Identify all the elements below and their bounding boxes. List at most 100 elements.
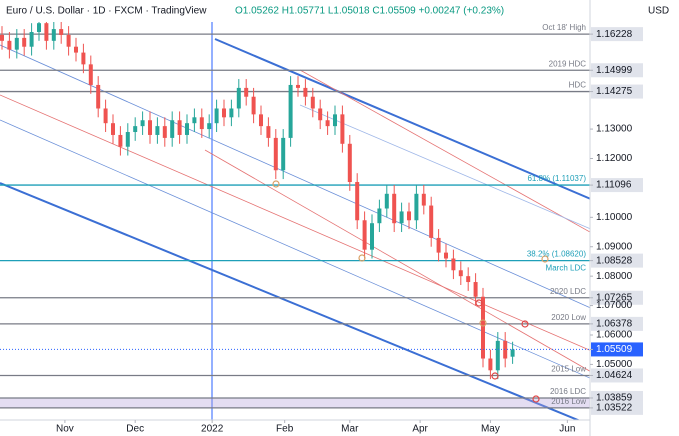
candle-body xyxy=(88,64,93,85)
level-label: 2015 Low xyxy=(551,365,586,374)
candle-body xyxy=(355,182,360,221)
candle-body xyxy=(451,258,456,271)
candle-body xyxy=(44,23,49,41)
candle-body xyxy=(192,117,197,124)
header-bar xyxy=(0,0,679,22)
candle-body xyxy=(488,358,493,371)
candle-body xyxy=(214,108,219,124)
candle-body xyxy=(73,46,78,53)
channel-mid xyxy=(299,69,590,233)
candle-body xyxy=(103,108,108,124)
y-tick-label: 1.09000 xyxy=(596,241,633,252)
level-label: HDC xyxy=(569,81,587,90)
level-tag xyxy=(591,178,643,193)
candle-body xyxy=(133,126,138,133)
y-tick-label: 1.07000 xyxy=(596,300,633,311)
level-label: 2020 Low xyxy=(551,313,586,322)
candle-body xyxy=(310,96,315,109)
x-tick-label: Jun xyxy=(559,424,575,435)
y-tick-label: 1.08528 xyxy=(596,255,633,266)
candle-body xyxy=(221,108,226,118)
candle-body xyxy=(110,123,115,135)
y-tick-label: 1.13000 xyxy=(596,124,633,135)
candle-body xyxy=(81,52,86,65)
level-label: 61.8% (1.11037) xyxy=(527,174,586,183)
candle-body xyxy=(266,126,271,138)
candle-body xyxy=(414,193,419,221)
level-label: Oct 18' High xyxy=(542,23,586,32)
candle-body xyxy=(332,114,337,127)
candle-body xyxy=(288,84,293,138)
channel-mid xyxy=(204,149,590,372)
candle-body xyxy=(140,120,145,127)
y-tick-label: 1.03859 xyxy=(596,393,633,404)
y-tick-label: 1.14999 xyxy=(596,65,633,76)
y-tick-label: 1.05000 xyxy=(596,359,633,370)
candle-body xyxy=(429,205,434,238)
plot-area xyxy=(0,22,590,420)
level-tag xyxy=(591,316,643,331)
candle-body xyxy=(443,252,448,259)
candle-body xyxy=(7,40,12,50)
candle-body xyxy=(96,84,101,109)
level-tag xyxy=(591,400,643,415)
level-label: 2016 Low xyxy=(551,397,586,406)
x-tick-label: Dec xyxy=(126,424,144,435)
y-tick-label: 1.16228 xyxy=(596,29,633,40)
chart-title: Euro / U.S. Dollar · 1D · FXCM · Trading… xyxy=(6,6,207,17)
candle-body xyxy=(466,276,471,283)
candle-body xyxy=(199,117,204,130)
candle-body xyxy=(377,208,382,224)
y-tick-label: 1.03522 xyxy=(596,403,633,414)
y-tick-label: 1.12000 xyxy=(596,153,633,164)
candle-body xyxy=(59,29,64,35)
x-tick-label: Feb xyxy=(276,424,294,435)
candle-body xyxy=(207,123,212,130)
y-tick-label: 1.06000 xyxy=(596,330,633,341)
candle-body xyxy=(340,114,345,144)
candle-body xyxy=(251,96,256,115)
candle-body xyxy=(125,132,130,147)
level-label: 2019 HDC xyxy=(549,59,587,68)
candle-body xyxy=(421,193,426,206)
level-tag xyxy=(591,84,643,99)
y-tick-label: 1.04624 xyxy=(596,370,633,381)
candle-body xyxy=(155,126,160,135)
candle-body xyxy=(258,114,263,127)
candle-body xyxy=(118,134,123,147)
channel-mid xyxy=(0,94,590,351)
channel-mid xyxy=(299,104,590,230)
level-tag xyxy=(591,27,643,42)
y-tick-label: 1.05509 xyxy=(596,344,633,355)
level-label: March LDC xyxy=(546,264,587,273)
currency[interactable]: USD xyxy=(648,6,669,17)
candle-body xyxy=(384,193,389,209)
x-tick-label: Apr xyxy=(412,424,428,435)
candle-body xyxy=(436,237,441,253)
candle-body xyxy=(480,296,485,359)
candle-body xyxy=(369,223,374,250)
candle-body xyxy=(281,137,286,171)
candle-body xyxy=(184,123,189,135)
y-tick-label: 1.08000 xyxy=(596,271,633,282)
candle-body xyxy=(229,108,234,118)
x-tick-label: Nov xyxy=(56,424,74,435)
y-tick-label: 1.14275 xyxy=(596,86,633,97)
candle-body xyxy=(162,126,167,138)
y-tick-label: 1.07265 xyxy=(596,292,633,303)
channel-upper xyxy=(214,38,590,200)
level-tag xyxy=(591,253,643,268)
candle-body xyxy=(170,120,175,138)
candle-body xyxy=(177,120,182,135)
candle-body xyxy=(244,87,249,97)
x-tick-label: Mar xyxy=(341,424,359,435)
candle-body xyxy=(406,211,411,221)
candle-body xyxy=(399,211,404,224)
y-tick-label: 1.10000 xyxy=(596,212,633,223)
candle-body xyxy=(295,84,300,88)
channel-lower xyxy=(0,182,581,420)
support-zone xyxy=(0,397,590,408)
current-price-tag xyxy=(591,342,643,357)
candle-body xyxy=(318,108,323,121)
